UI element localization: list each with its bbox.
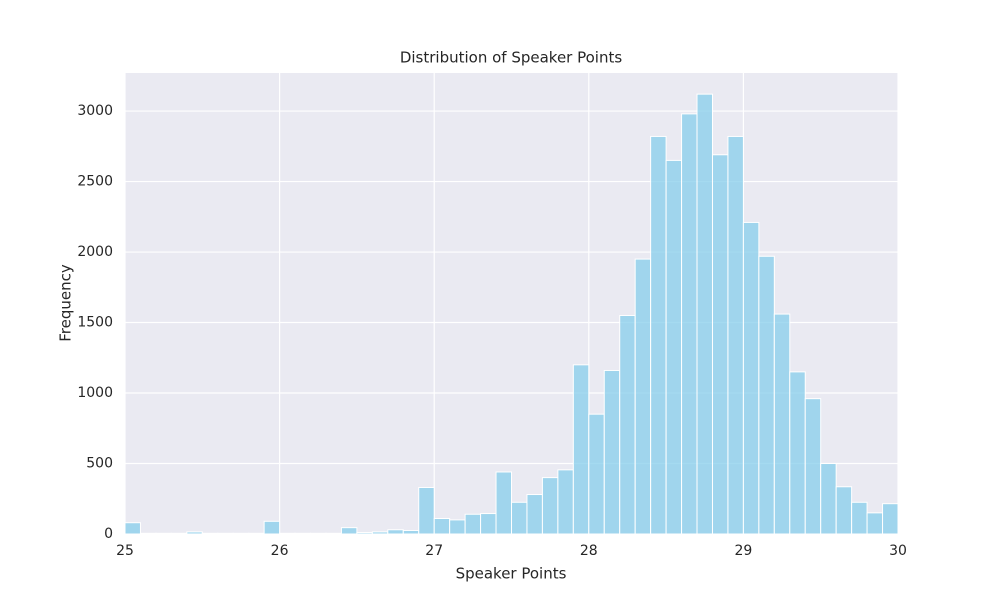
bar: [139, 532, 157, 535]
bar: [294, 532, 312, 535]
bar: [217, 532, 234, 535]
bar: [371, 531, 389, 535]
bar: [511, 501, 528, 535]
bar: [820, 463, 837, 535]
bar: [742, 221, 760, 535]
bar: [804, 398, 822, 535]
bar: [248, 532, 265, 535]
bar: [851, 501, 868, 535]
y-tick-label: 3000: [77, 103, 113, 119]
bar: [696, 93, 713, 535]
bar: [480, 513, 497, 535]
y-tick-label: 0: [104, 526, 113, 542]
bar: [758, 255, 775, 535]
bar: [773, 313, 791, 535]
y-tick-label: 2000: [77, 244, 113, 260]
bar: [232, 532, 250, 535]
y-tick-label: 1500: [77, 315, 113, 331]
bar: [340, 527, 358, 535]
bar: [789, 371, 806, 535]
x-tick-label: 27: [425, 543, 443, 559]
x-axis-label: Speaker Points: [456, 565, 567, 583]
chart-title: Distribution of Speaker Points: [400, 49, 623, 67]
bar: [603, 369, 621, 535]
bar: [835, 486, 853, 535]
x-tick-label: 28: [580, 543, 598, 559]
bar: [619, 314, 636, 535]
bar: [650, 135, 667, 535]
bar: [588, 413, 605, 535]
bar: [557, 469, 574, 535]
bar: [449, 519, 466, 535]
y-tick-label: 500: [86, 456, 113, 472]
bar: [155, 532, 172, 535]
bar: [263, 520, 281, 535]
bar: [866, 512, 884, 535]
bar: [418, 486, 435, 535]
bar: [325, 532, 342, 535]
bar: [186, 531, 203, 535]
bar: [572, 364, 590, 535]
bar: [170, 532, 188, 535]
x-tick-label: 25: [116, 543, 134, 559]
bar: [356, 532, 373, 535]
y-tick-label: 2500: [77, 174, 113, 190]
bar: [279, 532, 296, 535]
bar: [201, 532, 219, 535]
bar: [634, 258, 652, 535]
bar: [433, 517, 451, 535]
y-axis-label: Frequency: [57, 264, 75, 342]
bar: [387, 529, 404, 535]
bar: [727, 135, 744, 535]
bar: [495, 471, 513, 535]
bar: [665, 159, 683, 535]
x-tick-label: 26: [271, 543, 289, 559]
bar: [402, 529, 420, 535]
bar: [681, 113, 698, 535]
bar: [882, 503, 899, 535]
bar: [124, 522, 141, 535]
bar: [464, 513, 482, 535]
bar: [310, 532, 327, 535]
bar: [541, 477, 559, 535]
bar: [526, 494, 543, 535]
x-tick-label: 30: [889, 543, 907, 559]
bar: [711, 154, 729, 535]
y-tick-label: 1000: [77, 385, 113, 401]
x-tick-label: 29: [734, 543, 752, 559]
